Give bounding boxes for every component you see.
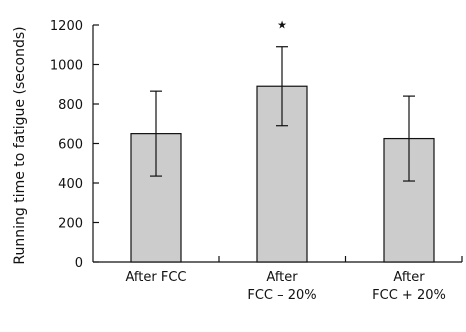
chart-error-bars bbox=[150, 46, 415, 182]
x-category-label: After FCC bbox=[126, 270, 187, 285]
y-tick-label: 400 bbox=[58, 177, 83, 192]
x-category-label: FCC – 20% bbox=[247, 288, 316, 303]
y-tick-label: 800 bbox=[58, 98, 83, 113]
x-category-label: After bbox=[266, 270, 298, 285]
x-category-label: After bbox=[393, 270, 425, 285]
y-axis-label-group: Running time to fatigue (seconds) bbox=[12, 26, 28, 264]
y-tick-label: 0 bbox=[75, 256, 83, 271]
y-axis-label: Running time to fatigue (seconds) bbox=[12, 26, 28, 264]
significance-star: ★ bbox=[277, 19, 287, 32]
y-tick-label: 200 bbox=[58, 217, 83, 232]
y-tick-label: 1000 bbox=[50, 59, 83, 74]
chart-axes: 0 200 400 600 800 1000 1200 After FCC After FCC –… bbox=[50, 19, 463, 303]
chart-annotations: ★ bbox=[277, 19, 287, 32]
y-tick-label: 1200 bbox=[50, 19, 83, 34]
x-category-label: FCC + 20% bbox=[372, 288, 446, 303]
y-tick-label: 600 bbox=[58, 138, 83, 153]
